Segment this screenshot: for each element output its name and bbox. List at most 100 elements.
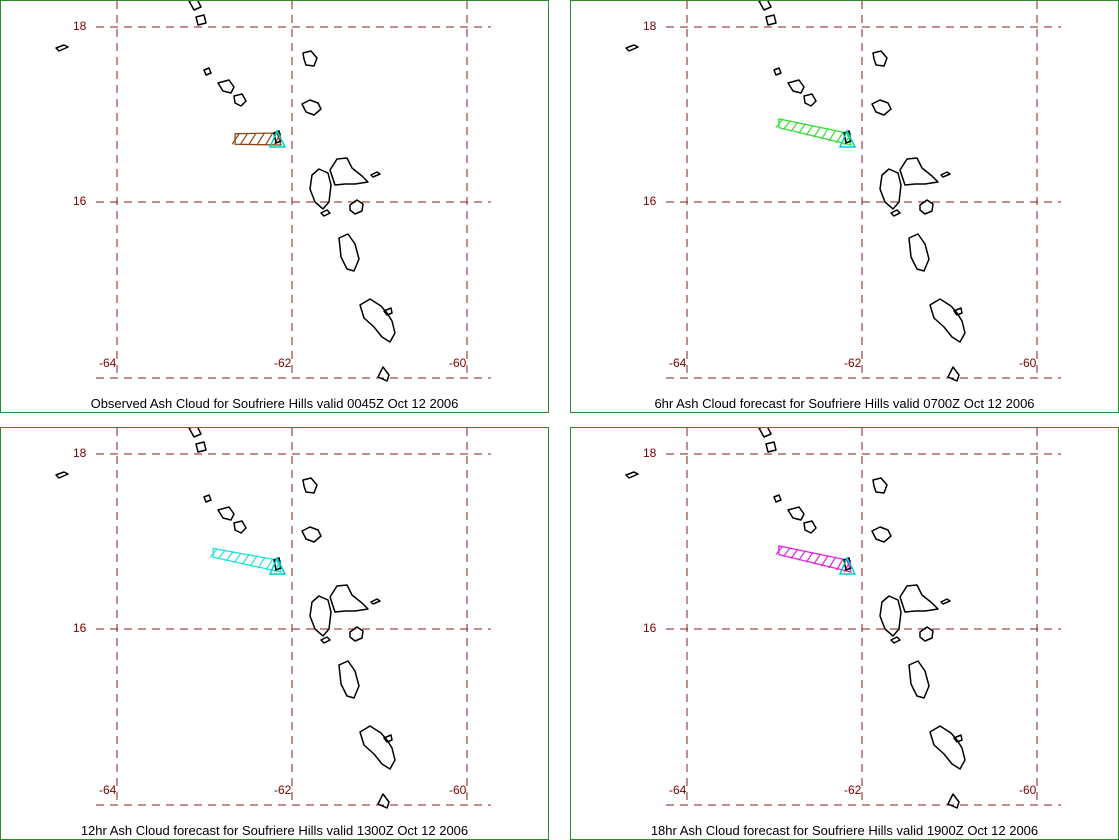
island-desirade bbox=[370, 171, 381, 178]
island-puerto-rico-tip bbox=[188, 428, 202, 438]
island-martinique bbox=[929, 298, 966, 343]
island-antigua bbox=[301, 526, 322, 543]
ash-cloud-hatch bbox=[790, 548, 799, 559]
lat-tick-label: 18 bbox=[73, 19, 87, 33]
island-barbuda bbox=[302, 50, 318, 67]
island-anguilla bbox=[203, 494, 212, 503]
island-marie-galante bbox=[919, 626, 934, 642]
island-guadeloupe-basse-terre bbox=[879, 595, 902, 637]
lon-tick-label: -62 bbox=[844, 356, 862, 370]
ash-cloud-hatch bbox=[805, 551, 814, 563]
map-canvas bbox=[55, 428, 491, 809]
island-anegada bbox=[55, 44, 69, 52]
ash-cloud-hatch bbox=[828, 129, 837, 142]
ash-cloud-hatch bbox=[798, 123, 807, 134]
ash-cloud-hatch bbox=[820, 127, 829, 140]
island-virgin-islands bbox=[195, 14, 207, 26]
island-st-lucia-tip bbox=[947, 793, 960, 809]
map-panel-2: 18 16 -64 -62 -60 6hr Ash Cloud forecast for … bbox=[570, 0, 1119, 413]
island-guadeloupe-basse-terre bbox=[309, 595, 332, 637]
lon-tick-label: -64 bbox=[99, 356, 117, 370]
volcano-triangle-icon bbox=[268, 129, 287, 148]
panel-caption: 6hr Ash Cloud forecast for Soufriere Hil… bbox=[654, 396, 1035, 411]
lon-tick-label: -64 bbox=[669, 783, 687, 797]
island-anegada bbox=[55, 471, 69, 479]
island-guadeloupe-grande-terre bbox=[899, 584, 939, 613]
ash-cloud-hatch bbox=[249, 555, 258, 567]
volcano-triangle-icon bbox=[838, 556, 857, 575]
island-barbuda bbox=[872, 477, 888, 494]
panel-caption: 12hr Ash Cloud forecast for Soufriere Hi… bbox=[80, 823, 469, 838]
map-panel-4: 18 16 -64 -62 -60 18hr Ash Cloud forecast for… bbox=[570, 427, 1119, 840]
island-dominica bbox=[908, 660, 930, 699]
island-puerto-rico-tip bbox=[758, 1, 772, 11]
ash-cloud bbox=[775, 545, 852, 573]
island-dominica bbox=[338, 660, 360, 699]
island-barbuda bbox=[872, 50, 888, 67]
island-marie-galante bbox=[919, 199, 934, 215]
ash-cloud-hatch bbox=[790, 121, 799, 132]
lon-tick-label: -60 bbox=[1019, 783, 1037, 797]
ash-cloud-hatch bbox=[813, 126, 822, 138]
ash-cloud-hatch bbox=[835, 558, 844, 571]
island-martinique-caravelle bbox=[383, 734, 393, 743]
lon-tick-label: -62 bbox=[274, 783, 292, 797]
ash-cloud-hatch bbox=[782, 547, 791, 557]
ash-cloud-hatch bbox=[217, 549, 226, 560]
ash-cloud-hatch bbox=[820, 554, 829, 567]
island-les-saintes bbox=[320, 209, 331, 217]
island-dominica bbox=[338, 233, 360, 272]
island-martinique-caravelle bbox=[953, 734, 963, 743]
island-dominica bbox=[908, 233, 930, 272]
ash-cloud-hatch bbox=[225, 551, 234, 562]
panel-caption: Observed Ash Cloud for Soufriere Hills v… bbox=[90, 396, 459, 411]
lon-tick-label: -60 bbox=[449, 356, 467, 370]
lon-tick-label: -62 bbox=[274, 356, 292, 370]
lat-tick-label: 18 bbox=[73, 446, 87, 460]
ash-cloud-hatch bbox=[798, 550, 807, 561]
ash-cloud-hatch bbox=[256, 132, 265, 146]
lat-tick-label: 18 bbox=[643, 19, 657, 33]
ash-cloud-hatch bbox=[241, 553, 250, 565]
island-nevis bbox=[233, 520, 247, 534]
island-st-kitts bbox=[217, 79, 235, 94]
island-st-lucia-tip bbox=[947, 366, 960, 382]
lon-tick-label: -64 bbox=[99, 783, 117, 797]
island-martinique-caravelle bbox=[953, 307, 963, 316]
ash-cloud-hatch bbox=[775, 118, 784, 128]
lat-tick-label: 16 bbox=[73, 194, 87, 208]
island-puerto-rico-tip bbox=[758, 428, 772, 438]
island-nevis bbox=[803, 520, 817, 534]
island-barbuda bbox=[302, 477, 318, 494]
island-martinique bbox=[359, 298, 396, 343]
ash-cloud-hatch bbox=[239, 133, 249, 145]
island-virgin-islands bbox=[765, 14, 777, 26]
island-les-saintes bbox=[890, 209, 901, 217]
island-guadeloupe-basse-terre bbox=[879, 168, 902, 210]
lon-tick-label: -60 bbox=[449, 783, 467, 797]
island-nevis bbox=[233, 93, 247, 107]
island-st-lucia-tip bbox=[377, 366, 390, 382]
volcano-triangle-icon bbox=[268, 556, 287, 575]
ash-cloud-hatch bbox=[257, 556, 266, 569]
island-anguilla bbox=[203, 67, 212, 76]
island-martinique-caravelle bbox=[383, 307, 393, 316]
island-anegada bbox=[625, 471, 639, 479]
island-les-saintes bbox=[320, 636, 331, 644]
ash-cloud-hatch bbox=[813, 553, 822, 565]
island-desirade bbox=[370, 598, 381, 605]
island-st-lucia-tip bbox=[377, 793, 390, 809]
island-antigua bbox=[301, 99, 322, 116]
island-antigua bbox=[871, 99, 892, 116]
ash-cloud-outline bbox=[778, 118, 852, 146]
volcano-triangle-icon bbox=[838, 129, 857, 148]
island-antigua bbox=[871, 526, 892, 543]
ash-cloud-hatch bbox=[209, 548, 218, 558]
lon-tick-label: -62 bbox=[844, 783, 862, 797]
island-puerto-rico-tip bbox=[188, 1, 202, 11]
map-panel-1: 18 16 -64 -62 -60 Observed Ash Cloud for Souf… bbox=[0, 0, 549, 413]
ash-cloud-hatch bbox=[231, 133, 240, 145]
island-st-kitts bbox=[787, 79, 805, 94]
lat-tick-label: 18 bbox=[643, 446, 657, 460]
island-marie-galante bbox=[349, 199, 364, 215]
